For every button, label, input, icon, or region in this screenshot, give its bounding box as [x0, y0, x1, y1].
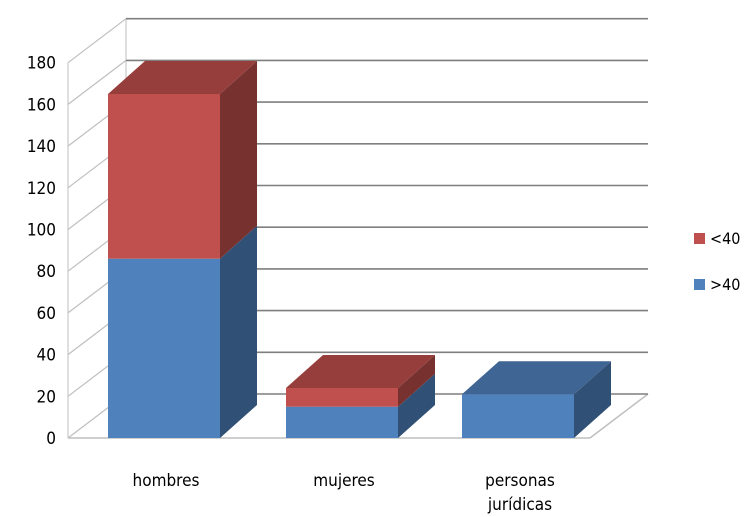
bar-segment-top [462, 361, 611, 395]
y-tick-label: 100 [27, 221, 56, 241]
bar-segment-front [286, 406, 398, 438]
y-axis-ticks: 0 20 40 60 80 100 120 140 160 180 [27, 54, 56, 449]
x-category-label: mujeres [313, 471, 375, 491]
y-tick-label: 140 [27, 137, 56, 157]
y-tick-label: 40 [37, 346, 56, 366]
x-category-label-line: jurídicas [487, 495, 552, 515]
bar-segment-front [108, 93, 220, 259]
y-tick-label: 180 [27, 54, 56, 74]
x-axis-labels: hombres mujeres personas jurídicas [133, 471, 555, 515]
gridline-side [67, 59, 127, 105]
bar-segment-side [220, 225, 257, 438]
legend-swatch [694, 233, 705, 244]
bar-segment-front [286, 387, 398, 407]
y-tick-label: 20 [37, 387, 56, 407]
bar-segment-front [462, 394, 574, 438]
bar-segment-side [398, 373, 435, 438]
x-category-label: personas jurídicas [485, 471, 555, 515]
legend: <40 >40 [694, 229, 740, 294]
bars [108, 60, 611, 438]
x-category-label-line: hombres [133, 471, 200, 491]
x-category-label-line: personas [485, 471, 555, 491]
legend-swatch [694, 279, 705, 290]
bar-segment-side [398, 354, 435, 407]
bar-segment-side [220, 60, 257, 259]
y-tick-label: 80 [37, 262, 56, 282]
legend-label: >40 [710, 275, 740, 294]
y-tick-label: 160 [27, 95, 56, 115]
x-category-label-line: mujeres [313, 471, 375, 491]
y-tick-label: 60 [37, 304, 56, 324]
bar-segment-front [108, 258, 220, 438]
bar-segment-side [574, 361, 611, 438]
gridline-side [67, 18, 127, 64]
y-tick-label: 0 [46, 429, 56, 449]
floor-right-edge [589, 393, 649, 439]
y-tick-label: 120 [27, 179, 56, 199]
x-category-label: hombres [133, 471, 200, 491]
bar-segment-top [108, 60, 257, 94]
bar-segment-top [286, 354, 435, 388]
legend-label: <40 [710, 229, 740, 248]
